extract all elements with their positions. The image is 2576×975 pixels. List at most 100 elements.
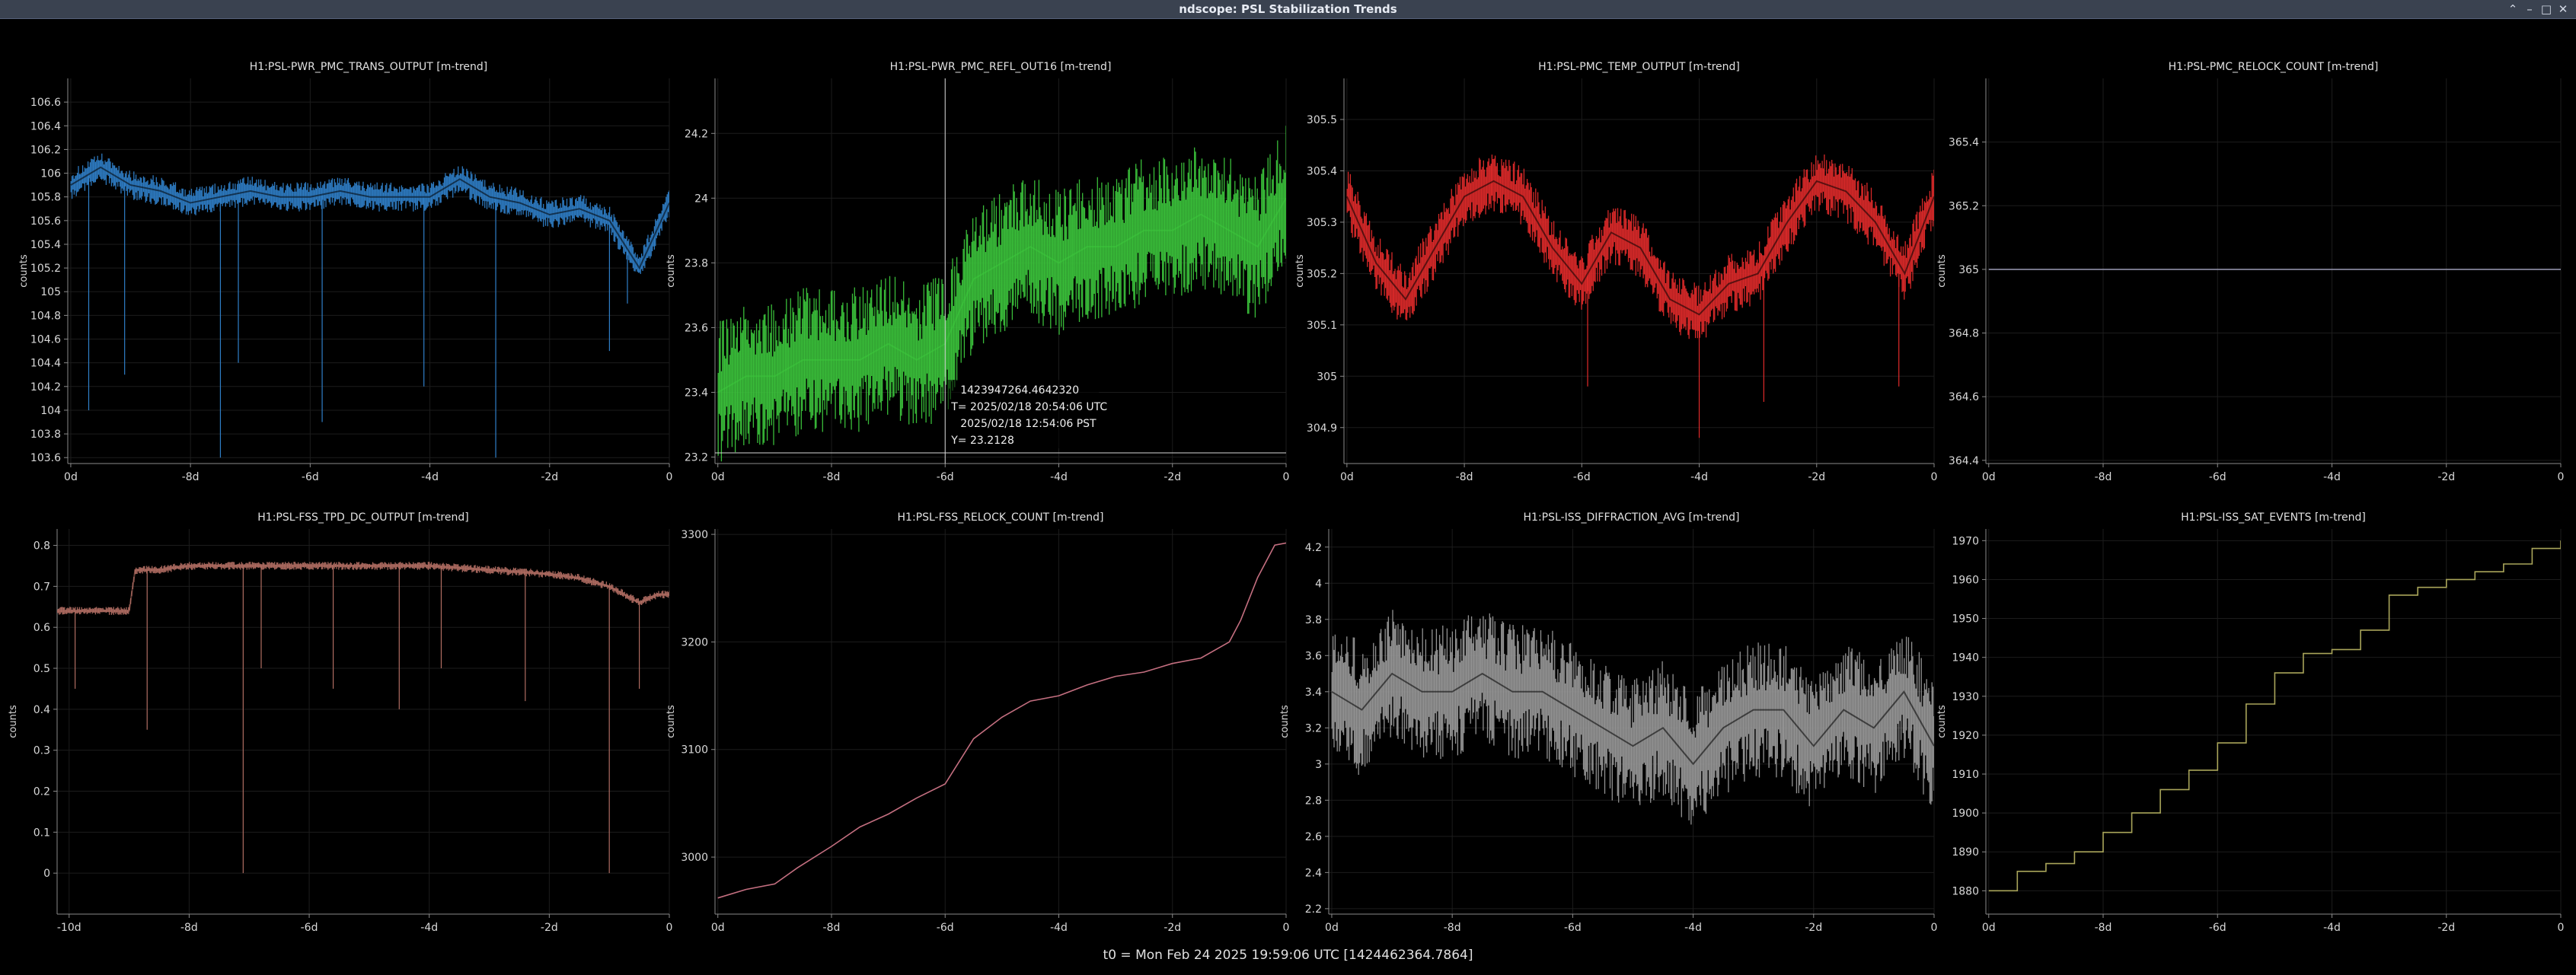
y-tick-label: 1950 — [1952, 613, 1979, 626]
x-tick-label: -8d — [1444, 922, 1461, 934]
x-tick-label: -6d — [937, 471, 954, 483]
y-axis-label: counts — [18, 254, 30, 288]
plot-panel: H1:PSL-ISS_SAT_EVENTS [m-trend] 1880 1890 1… — [1936, 511, 2564, 934]
y-tick-label: 104.4 — [30, 358, 61, 370]
plot-title: H1:PSL-FSS_TPD_DC_OUTPUT [m-trend] — [257, 511, 468, 524]
x-tick-label: -8d — [180, 922, 198, 934]
plot-panel: H1:PSL-PWR_PMC_TRANS_OUTPUT [m-trend] 103… — [18, 61, 672, 483]
cursor-label-bg — [946, 380, 1100, 449]
x-tick-label: 0d — [1340, 471, 1354, 483]
y-tick-label: 105.6 — [30, 215, 61, 228]
x-tick-label: 0 — [1931, 922, 1938, 934]
y-tick-label: 1970 — [1952, 535, 1979, 547]
plot-data — [1345, 155, 1934, 438]
x-tick-label: -6d — [1564, 922, 1582, 934]
plot-title: H1:PSL-PMC_TEMP_OUTPUT [m-trend] — [1538, 61, 1740, 73]
grid — [57, 529, 670, 914]
grid — [1344, 78, 1935, 464]
y-tick-label: 305 — [1317, 371, 1337, 383]
x-tick-label: 0d — [1325, 922, 1339, 934]
x-tick-label: -6d — [1573, 471, 1591, 483]
x-tick-label: -6d — [301, 922, 318, 934]
window-minimize-button[interactable]: – — [2527, 2, 2533, 16]
x-tick-label: 0d — [1982, 922, 1996, 934]
window-close-button[interactable]: ✕ — [2558, 2, 2568, 16]
plot-data — [1988, 540, 2561, 892]
x-tick-label: -8d — [2095, 922, 2112, 934]
grid — [1986, 78, 2562, 464]
x-tick-label: -4d — [2323, 922, 2341, 934]
x-tick-label: 0 — [2558, 922, 2565, 934]
x-tick-label: 0 — [1283, 471, 1290, 483]
y-tick-label: 305.3 — [1307, 217, 1337, 229]
cursor-gps-time: 1423947264.4642320 — [960, 384, 1079, 397]
window-maximize-button[interactable]: □ — [2540, 2, 2552, 16]
x-tick-label: -2d — [1808, 471, 1825, 483]
y-tick-label: 365.4 — [1949, 137, 1979, 149]
plot-title: H1:PSL-PWR_PMC_TRANS_OUTPUT [m-trend] — [250, 61, 487, 73]
x-tick-label: -2d — [541, 922, 558, 934]
y-tick-label: 3200 — [681, 636, 708, 648]
x-tick-label: -6d — [2209, 471, 2226, 483]
y-tick-label: 106.6 — [30, 97, 61, 109]
y-tick-label: 3.8 — [1305, 614, 1322, 626]
y-tick-label: 1930 — [1952, 691, 1979, 703]
window-shade-button[interactable]: ⌃ — [2507, 2, 2518, 16]
y-tick-label: 4.2 — [1305, 542, 1322, 554]
x-tick-label: 0 — [666, 471, 673, 483]
y-tick-label: 1880 — [1952, 885, 1979, 897]
y-tick-label: 364.4 — [1949, 455, 1979, 467]
x-tick-label: -6d — [302, 471, 319, 483]
y-tick-label: 0.2 — [34, 786, 50, 798]
series-line — [1331, 672, 1934, 766]
y-tick-label: 106 — [40, 168, 61, 180]
y-tick-label: 1900 — [1952, 808, 1979, 820]
y-tick-label: 3 — [1315, 759, 1322, 771]
y-tick-label: 104.2 — [30, 381, 61, 394]
y-tick-label: 0.1 — [34, 827, 50, 839]
x-tick-label: -2d — [541, 471, 558, 483]
series-envelope — [1331, 610, 1934, 825]
t0-readout: t0 = Mon Feb 24 2025 19:59:06 UTC [14244… — [1103, 948, 1473, 963]
y-tick-label: 0.3 — [34, 745, 50, 757]
x-tick-label: 0d — [1982, 471, 1996, 483]
y-axis-label: counts — [1279, 705, 1291, 738]
x-tick-label: 0 — [1931, 471, 1938, 483]
y-tick-label: 3100 — [681, 744, 708, 757]
y-tick-label: 23.4 — [685, 387, 708, 399]
y-tick-label: 2.6 — [1305, 831, 1322, 843]
y-tick-label: 3000 — [681, 852, 708, 864]
plot-title: H1:PSL-FSS_RELOCK_COUNT [m-trend] — [898, 511, 1104, 524]
y-tick-label: 0.6 — [34, 622, 50, 634]
plot-data — [1331, 610, 1934, 825]
x-tick-label: -4d — [1690, 471, 1708, 483]
cursor-pst-time: 2025/02/18 12:54:06 PST — [960, 418, 1096, 430]
y-tick-label: 1890 — [1952, 846, 1979, 859]
series-envelope — [717, 126, 1286, 462]
x-tick-label: 0d — [64, 471, 78, 483]
x-tick-label: -6d — [937, 922, 954, 934]
y-tick-label: 3.2 — [1305, 722, 1322, 734]
plot-data — [717, 126, 1286, 462]
plot-title: H1:PSL-ISS_SAT_EVENTS [m-trend] — [2181, 511, 2366, 524]
y-tick-label: 3.4 — [1305, 687, 1322, 699]
plot-panel: H1:PSL-FSS_RELOCK_COUNT [m-trend] 3000 310… — [666, 511, 1289, 934]
plot-panel: H1:PSL-PWR_PMC_REFL_OUT16 [m-trend] 23.2 2… — [666, 61, 1289, 483]
plot-data — [57, 562, 669, 874]
y-tick-label: 4 — [1315, 578, 1322, 590]
cursor-y-value: Y= 23.2128 — [950, 435, 1014, 447]
x-tick-label: 0 — [1283, 922, 1290, 934]
x-tick-label: 0d — [711, 922, 725, 934]
y-tick-label: 1960 — [1952, 574, 1979, 586]
x-tick-label: -4d — [1684, 922, 1702, 934]
x-tick-label: -4d — [2323, 471, 2341, 483]
grid — [1986, 529, 2562, 914]
plot-panel: H1:PSL-ISS_DIFFRACTION_AVG [m-trend] 2.2 2… — [1279, 511, 1937, 934]
plot-panel: H1:PSL-PMC_TEMP_OUTPUT [m-trend] 304.9 305… — [1294, 61, 1937, 483]
plot-grid[interactable]: H1:PSL-PWR_PMC_TRANS_OUTPUT [m-trend] 103… — [0, 18, 2576, 943]
x-tick-label: -8d — [823, 922, 841, 934]
y-axis-label: counts — [1294, 254, 1306, 288]
y-tick-label: 0.8 — [34, 540, 50, 553]
y-tick-label: 305.4 — [1307, 165, 1337, 177]
y-tick-label: 364.6 — [1949, 391, 1979, 403]
